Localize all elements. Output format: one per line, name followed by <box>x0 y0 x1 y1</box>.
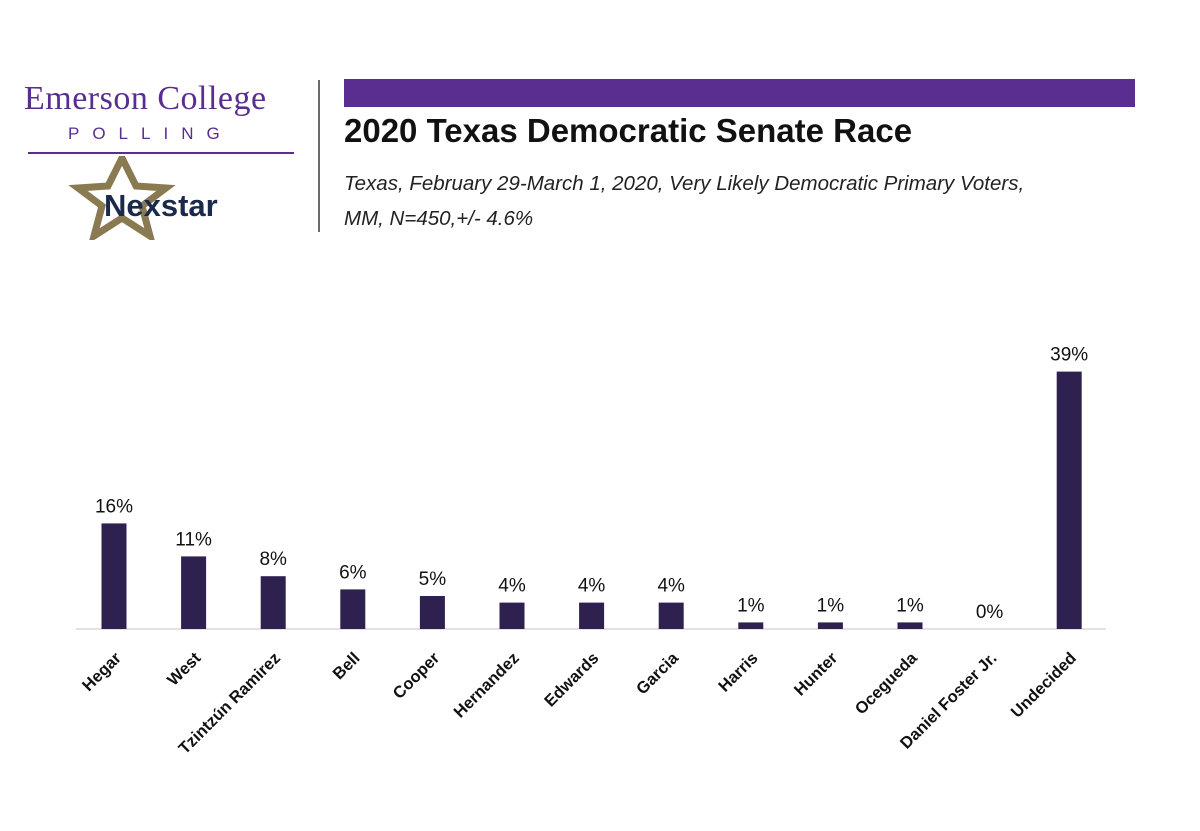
x-tick-label: Hunter <box>791 649 842 700</box>
x-tick-label: Undecided <box>1008 649 1080 721</box>
nexstar-logo-text: Nexstar <box>104 188 218 223</box>
x-tick-label: Hernandez <box>450 649 522 721</box>
title-accent-bar <box>344 79 1135 107</box>
subtitle-line-1: Texas, February 29-March 1, 2020, Very L… <box>344 172 1025 195</box>
data-label: 39% <box>1050 345 1088 366</box>
emerson-college-logo-text: Emerson College <box>24 80 267 117</box>
data-label: 0% <box>976 602 1004 623</box>
nexstar-logo: Nexstar <box>68 156 218 240</box>
bar <box>738 622 764 629</box>
data-label: 16% <box>95 496 133 517</box>
data-label: 11% <box>175 529 212 550</box>
bar <box>897 622 923 629</box>
polling-logo-text: POLLING <box>68 124 233 143</box>
bar <box>579 602 605 629</box>
data-label: 6% <box>339 562 367 583</box>
data-label: 4% <box>498 576 526 597</box>
bar <box>340 589 366 629</box>
bar <box>817 622 843 629</box>
bar <box>1056 371 1082 629</box>
x-tick-label: Cooper <box>390 649 444 703</box>
bar <box>658 602 684 629</box>
data-label: 8% <box>259 549 287 570</box>
bar <box>419 596 445 629</box>
x-tick-label: Hegar <box>79 649 125 695</box>
x-tick-label: West <box>164 649 205 690</box>
header-divider <box>318 80 320 232</box>
x-tick-label: Bell <box>329 649 363 683</box>
logo-divider <box>28 152 294 154</box>
bar <box>181 556 207 629</box>
chart-subtitle: Texas, February 29-March 1, 2020, Very L… <box>344 166 1144 236</box>
data-label: 4% <box>657 576 685 597</box>
x-tick-label: Garcia <box>633 649 683 699</box>
data-label: 1% <box>896 595 924 616</box>
x-tick-label: Ocegueda <box>852 649 922 719</box>
data-label: 5% <box>419 569 447 590</box>
chart-title: 2020 Texas Democratic Senate Race <box>344 112 913 149</box>
star-icon <box>68 156 176 240</box>
data-label: 4% <box>578 576 606 597</box>
bar <box>260 576 286 629</box>
bar <box>101 523 127 629</box>
data-label: 1% <box>737 595 765 616</box>
subtitle-line-2: MM, N=450,+/- 4.6% <box>344 207 534 230</box>
x-tick-label: Harris <box>715 649 761 695</box>
x-tick-label: Edwards <box>541 649 602 710</box>
bar <box>499 602 525 629</box>
data-label: 1% <box>817 595 845 616</box>
